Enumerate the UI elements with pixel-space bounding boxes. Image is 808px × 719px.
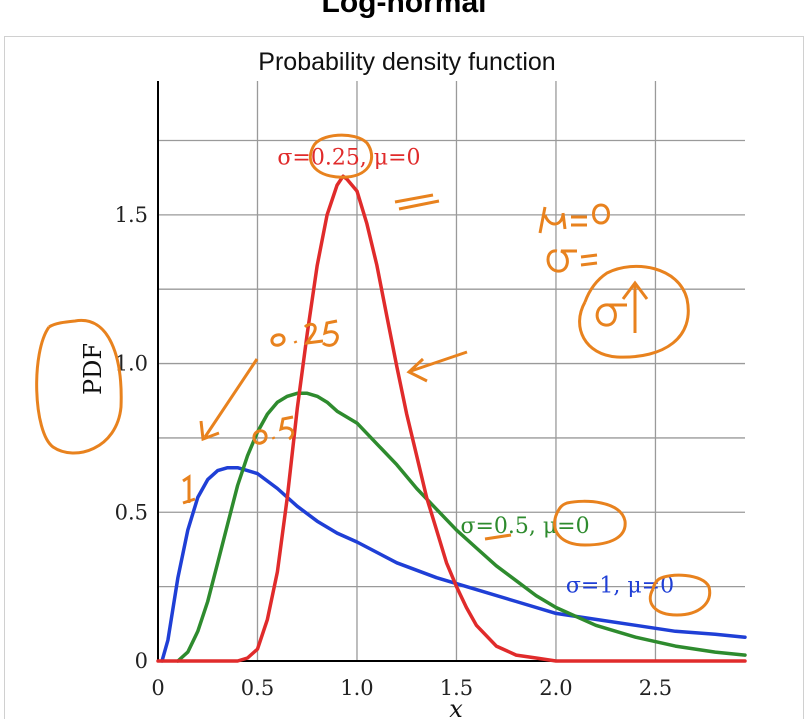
arrow-to-blue — [199, 358, 259, 442]
x-tick-label-3: 1.5 — [440, 676, 473, 700]
series-lines — [156, 174, 747, 663]
arrow-to-red — [406, 350, 468, 383]
strike-sigma-05 — [484, 533, 512, 541]
mu-eq-zero — [538, 203, 610, 234]
x-tick-label-4: 2.0 — [539, 676, 572, 700]
y-tick-label-0: 0 — [135, 649, 148, 673]
y-axis-label: PDF — [79, 343, 107, 395]
sigma-up-arrow — [621, 280, 649, 333]
y-tick-label-1: 0.5 — [115, 500, 148, 524]
series-label-1: σ=0.5, μ=0 — [460, 514, 589, 539]
circle-mu-1 — [648, 573, 712, 617]
tick-labels: 0 0.5 1.0 1.5 2.0 2.500.51.01.5 — [115, 203, 673, 700]
series-line-0 — [160, 465, 747, 663]
note-1 — [182, 474, 196, 505]
series-line-2 — [156, 174, 747, 663]
chart-title: Probability density function — [258, 48, 555, 76]
x-tick-label-5: 2.5 — [639, 676, 672, 700]
sigma-eq — [546, 249, 598, 273]
underline-sigma-025 — [394, 193, 440, 211]
series-label-2: σ=0.25, μ=0 — [277, 145, 420, 170]
page-title: Log-normal — [321, 0, 487, 19]
circle-sigma-025 — [308, 133, 373, 179]
circle-mu-05 — [553, 499, 627, 547]
y-tick-label-3: 1.5 — [115, 203, 148, 227]
circle-sigma-arrow — [578, 264, 690, 359]
x-tick-label-1: 0.5 — [241, 676, 274, 700]
chart-figure: Probability density function 0 0.5 1.0 1.5 2… — [4, 36, 804, 719]
x-tick-label-2: 1.0 — [340, 676, 373, 700]
circle-pdf — [35, 318, 123, 455]
x-tick-label-0: 0 — [151, 676, 164, 700]
series-label-0: σ=1, μ=0 — [566, 574, 674, 599]
sigma-glyph — [595, 303, 627, 327]
chart-svg: Probability density function 0 0.5 1.0 1.5 2… — [35, 48, 747, 719]
series-line-1 — [176, 391, 747, 663]
x-axis-label: x — [449, 695, 463, 719]
series-labels: σ=1, μ=0 σ=0.5, μ=0 σ=0.25, μ=0 — [277, 145, 674, 598]
note-025 — [270, 319, 339, 347]
note-05 — [252, 415, 295, 445]
handwritten-annotations — [35, 133, 712, 617]
grid-lines — [158, 81, 745, 661]
